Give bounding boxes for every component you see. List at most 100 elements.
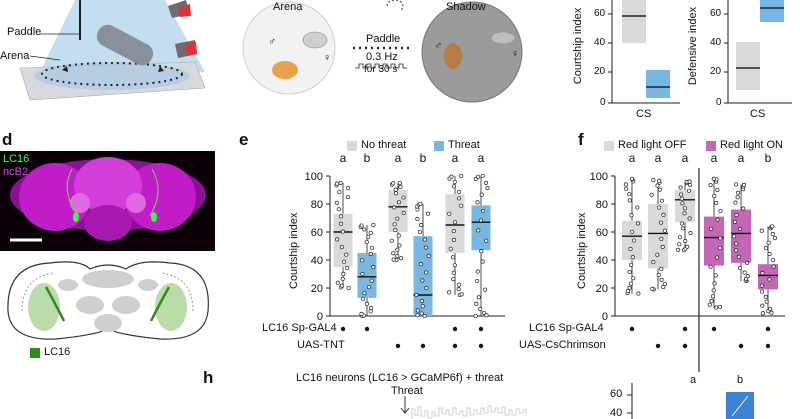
e-point-1-21: [371, 222, 376, 228]
f-point-1-16: [649, 192, 654, 197]
e-point-2-6: [397, 243, 402, 248]
shadow-title: Shadow: [446, 1, 486, 13]
f-point-5-4: [760, 303, 765, 308]
f-point-2-16: [686, 188, 692, 193]
paddle-label: Paddle: [7, 26, 42, 38]
f-point-5-10: [760, 270, 765, 276]
f-point-2-15: [679, 192, 684, 197]
arena-title: Arena: [273, 1, 303, 13]
paddle: [96, 24, 154, 66]
f-row-label-1: UAS-CsChrimson: [519, 339, 606, 351]
f-point-4-10: [732, 234, 737, 239]
f-point-5-5: [764, 299, 769, 304]
c-ytick-20-def: 20: [710, 66, 722, 77]
e-point-5-7: [475, 278, 480, 284]
e-point-4-8: [450, 255, 456, 260]
f-genotype-dot-1-5: [765, 343, 771, 349]
panel-f-letter: f: [578, 130, 584, 149]
f-point-0-7: [629, 262, 634, 267]
f-point-1-10: [659, 236, 664, 241]
f-point-1-12: [658, 220, 664, 225]
f-point-0-6: [627, 269, 632, 275]
f-point-2-14: [679, 196, 684, 201]
e-point-0-5: [341, 271, 346, 277]
e-point-1-8: [366, 285, 372, 290]
e-point-2-2: [399, 256, 404, 261]
e-point-1-7: [362, 291, 367, 296]
e-point-5-4: [474, 301, 479, 306]
e-point-4-11: [451, 229, 456, 234]
lc16-legend-swatch: [30, 348, 40, 358]
male-symbol-shadow: ♂: [434, 40, 443, 52]
e-point-1-17: [368, 230, 373, 235]
f-point-5-8: [759, 283, 764, 288]
f-point-2-10: [687, 216, 692, 221]
e-point-3-6: [414, 292, 419, 297]
f-point-1-11: [662, 228, 667, 233]
f-genotype-dot-1-2: [682, 343, 688, 349]
e-point-2-17: [393, 187, 398, 192]
f-point-5-1: [769, 310, 774, 315]
e-legend-label-1: Threat: [448, 139, 480, 151]
female-symbol-arena: ♀: [323, 52, 332, 64]
panel-a-illustration: [19, 0, 206, 101]
f-point-3-8: [708, 264, 713, 269]
f-point-5-16: [772, 235, 777, 241]
f-point-1-9: [660, 244, 665, 249]
f-point-4-15: [733, 200, 738, 205]
h-sig-a: a: [690, 374, 697, 386]
e-sig-0: a: [340, 151, 347, 165]
e-point-5-21: [480, 173, 485, 179]
f-point-5-9: [767, 277, 772, 282]
brain-outline: [7, 261, 209, 340]
e-point-1-6: [361, 296, 366, 301]
e-point-4-2: [447, 290, 452, 295]
h-ytick-60: 60: [610, 388, 623, 400]
e-point-3-13: [422, 237, 427, 242]
e-point-3-14: [417, 229, 422, 235]
f-point-0-10: [632, 238, 637, 243]
e-point-4-20: [449, 174, 454, 179]
e-ytick-label-20: 20: [311, 283, 323, 295]
e-point-5-8: [475, 269, 480, 274]
e-ytick-label-60: 60: [311, 227, 323, 239]
f-point-1-4: [659, 277, 664, 282]
e-point-5-11: [484, 238, 489, 243]
e-point-5-5: [476, 295, 481, 300]
f-point-0-3: [627, 285, 632, 290]
e-point-4-5: [451, 277, 456, 282]
e-point-2-20: [391, 181, 396, 186]
f-ytick-label-20: 20: [596, 283, 608, 295]
f-legend-label-1: Red light ON: [720, 139, 783, 151]
e-point-2-1: [391, 257, 396, 262]
f-point-1-7: [651, 260, 656, 265]
e-point-0-21: [338, 180, 343, 186]
f-point-4-6: [745, 260, 750, 265]
e-ytick-label-100: 100: [305, 171, 323, 183]
f-point-0-16: [627, 192, 632, 197]
e-point-2-9: [393, 228, 398, 233]
f-point-2-13: [680, 201, 685, 206]
f-legend-swatch-0: [604, 141, 614, 151]
f-point-3-6: [712, 281, 717, 286]
f-point-0-18: [623, 182, 628, 187]
f-ytick-label-40: 40: [596, 255, 608, 267]
f-point-3-15: [714, 200, 719, 206]
c-ytick-40-def: 40: [710, 37, 722, 48]
e-point-4-4: [457, 282, 462, 287]
f-point-4-21: [734, 182, 739, 187]
paddle-text: Paddle: [366, 33, 401, 45]
e-point-5-6: [483, 287, 488, 292]
e-point-4-14: [459, 203, 464, 208]
ncb2-stain-label: ncB2: [3, 166, 29, 178]
f-point-1-1: [650, 286, 655, 291]
e-point-4-1: [459, 292, 464, 297]
e-point-3-12: [423, 245, 428, 250]
e-point-5-2: [481, 310, 487, 315]
e-point-1-12: [360, 258, 365, 263]
f-point-2-17: [678, 185, 683, 190]
f-point-3-3: [709, 299, 714, 304]
f-point-0-11: [630, 229, 635, 234]
e-point-3-2: [419, 311, 424, 316]
f-point-3-2: [707, 302, 712, 307]
